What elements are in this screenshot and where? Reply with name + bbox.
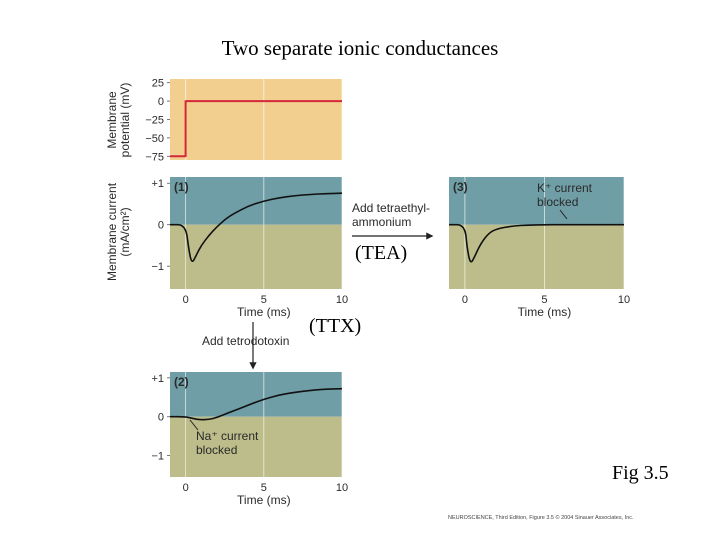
add-tea-label-line-0: Add tetraethyl- xyxy=(352,201,430,215)
na-blocked-label-line-0: Na⁺ current xyxy=(196,429,259,443)
panel-1-xtick-label-1: 5 xyxy=(261,294,267,306)
panel-2-background-upper xyxy=(170,372,342,417)
panel-2-xtick-label-1: 5 xyxy=(261,482,267,494)
panel-3-xtick-label-0: 0 xyxy=(462,294,468,306)
current-ylabel: Membrane current (mA/cm²) xyxy=(105,182,132,281)
voltage-ylabel-line-1: potential (mV) xyxy=(118,83,132,158)
panel-1-background-upper xyxy=(170,177,342,225)
panel-1-trace-0 xyxy=(170,192,343,263)
panel-1-ytick-label-1: 0 xyxy=(158,220,164,232)
panel-1-xlabel: Time (ms) xyxy=(237,305,291,319)
panel-2-trace-0 xyxy=(170,387,343,421)
panel-3-xlabel: Time (ms) xyxy=(518,305,572,319)
voltage-clamp-background xyxy=(170,79,342,160)
ttx-note: (TTX) xyxy=(309,315,362,337)
voltage-ylabel: Membrane potential (mV) xyxy=(105,83,132,158)
panel-2-xtick-label-2: 10 xyxy=(336,482,348,494)
panel-1-background-lower xyxy=(170,224,342,289)
panel-3-xtick-label-1: 5 xyxy=(541,294,547,306)
panel-1-xtick-label-2: 10 xyxy=(336,294,348,306)
panel-3-panel-label: (3) xyxy=(453,180,468,194)
voltage-ylabel-line-0: Membrane xyxy=(105,91,119,149)
voltage-clamp-ytick-label-0: 25 xyxy=(152,78,164,90)
voltage-clamp-trace-0 xyxy=(170,100,342,158)
voltage-clamp-ytick-label-3: −50 xyxy=(145,133,164,145)
panel-2-background-lower xyxy=(170,416,342,477)
panel-3-background-upper xyxy=(449,177,624,225)
na-blocked-label-line-1: blocked xyxy=(196,443,237,457)
panel-2-ytick-label-0: +1 xyxy=(151,373,164,385)
voltage-clamp-ytick-label-2: −25 xyxy=(145,115,164,127)
add-tea-label-line-1: ammonium xyxy=(352,215,411,229)
tea-note: (TEA) xyxy=(355,242,408,264)
panel-3-xtick-label-2: 10 xyxy=(618,294,630,306)
panel-2-ytick-label-2: −1 xyxy=(151,451,164,463)
current-ylabel-line-1: (mA/cm²) xyxy=(118,207,132,256)
voltage-clamp-ytick-label-4: −75 xyxy=(145,151,164,163)
panel-3-background-lower xyxy=(449,224,624,289)
panel-3-trace-0 xyxy=(449,223,624,263)
panel-2-panel-label: (2) xyxy=(174,375,189,389)
panel-1-ytick-label-0: +1 xyxy=(151,178,164,190)
panel-1-ytick-label-2: −1 xyxy=(151,261,164,273)
panel-1-panel-label: (1) xyxy=(174,180,189,194)
figure-label: Fig 3.5 xyxy=(612,462,669,484)
k-blocked-pointer xyxy=(559,209,568,220)
na-blocked-pointer xyxy=(189,419,199,431)
current-ylabel-line-0: Membrane current xyxy=(105,182,119,281)
k-blocked-label-line-0: K⁺ current xyxy=(537,181,593,195)
slide-title: Two separate ionic conductances xyxy=(221,36,499,60)
k-blocked-label-line-1: blocked xyxy=(537,195,578,209)
panel-2-ytick-label-1: 0 xyxy=(158,412,164,424)
voltage-clamp-ytick-label-1: 0 xyxy=(158,96,164,108)
panel-1-xtick-label-0: 0 xyxy=(183,294,189,306)
credit-line: NEUROSCIENCE, Third Edition, Figure 3.5 … xyxy=(448,515,634,521)
add-ttx-label: Add tetrodotoxin xyxy=(202,334,289,348)
panel-2-xlabel: Time (ms) xyxy=(237,493,291,507)
panel-2-xtick-label-0: 0 xyxy=(183,482,189,494)
